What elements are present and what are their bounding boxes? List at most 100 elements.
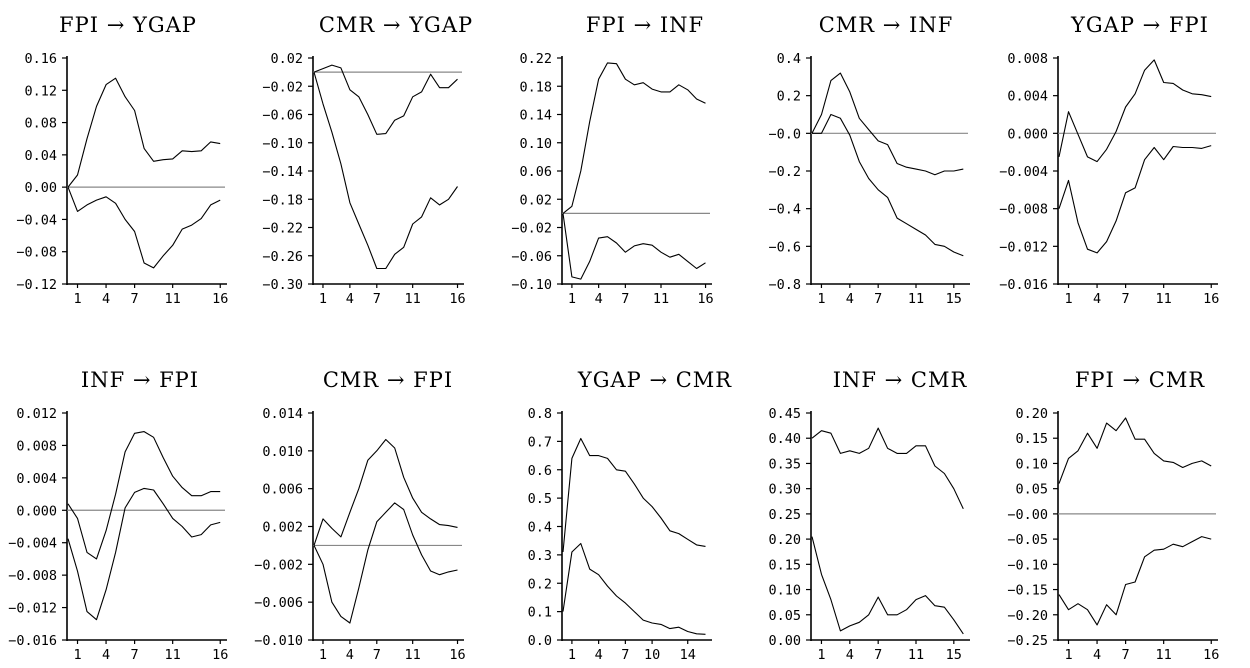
- y-tick-label: 0.002: [262, 520, 303, 536]
- y-tick-label: 0.15: [1015, 431, 1048, 447]
- y-tick-label: 0.4: [777, 51, 801, 67]
- y-tick-label: 0.10: [1015, 456, 1048, 472]
- x-tick-label: 16: [697, 291, 713, 307]
- y-tick-label: −0.18: [262, 192, 303, 208]
- y-tick-label: 0.10: [768, 583, 801, 599]
- y-tick-label: 0.22: [519, 51, 552, 67]
- y-tick-label: −0.06: [511, 249, 552, 265]
- chart-title: YGAP → CMR: [577, 368, 732, 392]
- y-tick-label: −0.008: [999, 202, 1048, 218]
- y-tick-label: 0.30: [768, 482, 801, 498]
- x-tick-label: 11: [908, 291, 924, 307]
- y-tick-label: −0.0: [768, 126, 801, 142]
- x-tick-label: 4: [346, 647, 354, 663]
- y-tick-label: 0.35: [768, 456, 801, 472]
- y-tick-label: 0.05: [1015, 482, 1048, 498]
- lower-band-line: [562, 542, 706, 635]
- lower-band-line: [67, 186, 221, 269]
- y-tick-label: −0.08: [16, 245, 57, 261]
- y-tick-label: −0.25: [1007, 633, 1048, 649]
- y-tick-label: 0.02: [519, 192, 552, 208]
- y-tick-label: 0.08: [24, 116, 57, 132]
- x-tick-label: 7: [131, 291, 139, 307]
- y-tick-label: −0.004: [999, 164, 1048, 180]
- y-tick-label: 0.1: [528, 605, 552, 621]
- x-tick-label: 11: [908, 647, 924, 663]
- chart-title: FPI → CMR: [1075, 368, 1206, 392]
- y-tick-label: −0.010: [254, 633, 303, 649]
- y-tick-label: −0.12: [16, 277, 57, 293]
- y-tick-label: −0.012: [8, 601, 57, 617]
- x-tick-label: 4: [1093, 647, 1101, 663]
- y-tick-label: 0.012: [16, 406, 57, 422]
- lower-band-line: [313, 71, 458, 270]
- x-tick-label: 7: [874, 647, 882, 663]
- chart-title: YGAP → FPI: [1070, 13, 1209, 37]
- lower-band-line: [812, 113, 964, 257]
- y-tick-label: −0.15: [1007, 583, 1048, 599]
- y-tick-label: 0.000: [16, 503, 57, 519]
- chart-title: INF → CMR: [833, 368, 968, 392]
- x-tick-label: 11: [405, 291, 421, 307]
- x-tick-label: 1: [568, 647, 576, 663]
- x-tick-label: 16: [449, 647, 465, 663]
- lower-band-line: [1058, 536, 1212, 626]
- y-tick-label: −0.006: [254, 595, 303, 611]
- y-tick-label: −0.26: [262, 249, 303, 265]
- upper-band-line: [562, 62, 706, 214]
- x-tick-label: 11: [1156, 291, 1172, 307]
- upper-band-line: [313, 64, 458, 135]
- lower-band-line: [67, 487, 221, 621]
- x-tick-label: 7: [373, 291, 381, 307]
- y-tick-label: 0.2: [528, 576, 552, 592]
- y-tick-label: −0.002: [254, 557, 303, 573]
- y-tick-label: 0.010: [262, 444, 303, 460]
- y-tick-label: −0.10: [1007, 557, 1048, 573]
- x-tick-label: 7: [621, 647, 629, 663]
- x-tick-label: 7: [621, 291, 629, 307]
- x-tick-label: 11: [165, 291, 181, 307]
- x-tick-label: 10: [644, 647, 660, 663]
- x-tick-label: 11: [653, 291, 669, 307]
- y-tick-label: −0.22: [262, 221, 303, 237]
- y-tick-label: 0.16: [24, 51, 57, 67]
- y-tick-label: −0.14: [262, 164, 303, 180]
- y-tick-label: 0.5: [528, 491, 552, 507]
- y-tick-label: 0.14: [519, 108, 552, 124]
- lower-band-line: [313, 502, 458, 624]
- x-tick-label: 1: [1064, 291, 1072, 307]
- y-tick-label: 0.25: [768, 507, 801, 523]
- x-tick-label: 1: [73, 647, 81, 663]
- lower-band-line: [562, 213, 706, 280]
- y-tick-label: 0.8: [528, 406, 552, 422]
- upper-band-line: [67, 431, 221, 560]
- x-tick-label: 15: [946, 291, 962, 307]
- lower-band-line: [1058, 145, 1212, 254]
- y-tick-label: 0.00: [768, 633, 801, 649]
- y-tick-label: −0.10: [262, 136, 303, 152]
- y-tick-label: −0.016: [999, 277, 1048, 293]
- x-tick-label: 16: [1203, 291, 1219, 307]
- y-tick-label: 0.4: [528, 520, 552, 536]
- y-tick-label: 0.000: [1007, 126, 1048, 142]
- chart-title: CMR → INF: [819, 13, 954, 37]
- y-tick-label: −0.4: [768, 202, 801, 218]
- x-tick-label: 4: [1093, 291, 1101, 307]
- x-tick-label: 1: [817, 647, 825, 663]
- y-tick-label: −0.02: [262, 79, 303, 95]
- y-tick-label: 0.014: [262, 406, 303, 422]
- x-tick-label: 1: [568, 291, 576, 307]
- y-tick-label: −0.012: [999, 239, 1048, 255]
- y-tick-label: 0.006: [262, 482, 303, 498]
- upper-band-line: [313, 438, 458, 546]
- lower-band-line: [811, 536, 964, 635]
- y-tick-label: 0.02: [270, 51, 303, 67]
- y-tick-label: −0.008: [8, 568, 57, 584]
- y-tick-label: −0.05: [1007, 532, 1048, 548]
- upper-band-line: [811, 427, 964, 510]
- x-tick-label: 4: [595, 291, 603, 307]
- x-tick-label: 16: [1203, 647, 1219, 663]
- upper-band-line: [811, 72, 964, 176]
- upper-band-line: [1058, 59, 1212, 163]
- y-tick-label: −0.8: [768, 277, 801, 293]
